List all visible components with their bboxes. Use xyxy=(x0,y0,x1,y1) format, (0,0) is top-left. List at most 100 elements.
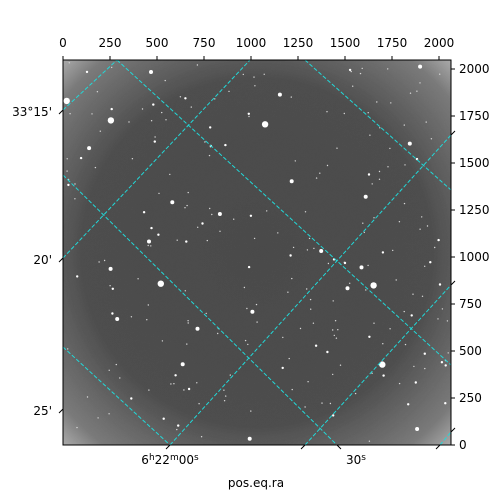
star xyxy=(441,308,444,310)
star xyxy=(354,392,357,395)
star xyxy=(390,102,392,104)
star xyxy=(403,124,405,126)
star xyxy=(289,254,292,257)
dec-grid-line xyxy=(63,174,338,445)
sky-image xyxy=(63,60,451,445)
top-tick-label: 1000 xyxy=(236,36,267,50)
star xyxy=(146,319,148,321)
star xyxy=(187,387,191,391)
star xyxy=(415,427,420,431)
star xyxy=(438,283,442,286)
dec-grid-line xyxy=(116,60,451,366)
star xyxy=(63,97,70,105)
star xyxy=(223,389,225,391)
star xyxy=(369,134,371,136)
dec-tick-label: 20' xyxy=(33,253,52,267)
star xyxy=(158,192,160,195)
star xyxy=(184,290,186,292)
star xyxy=(91,113,93,115)
star xyxy=(153,140,156,143)
star xyxy=(291,388,293,391)
star xyxy=(247,343,249,346)
star xyxy=(292,246,295,249)
star xyxy=(332,373,334,376)
star xyxy=(225,395,227,397)
star xyxy=(253,76,255,78)
star xyxy=(387,166,389,168)
star xyxy=(343,112,345,115)
star xyxy=(424,265,426,267)
right-tick-label: 1250 xyxy=(459,203,490,217)
star xyxy=(187,322,189,324)
star xyxy=(429,261,432,264)
star xyxy=(142,211,146,214)
star xyxy=(247,265,251,269)
star xyxy=(96,91,99,93)
star xyxy=(382,374,385,377)
star xyxy=(206,239,208,242)
star xyxy=(198,403,200,405)
star xyxy=(150,120,153,122)
star xyxy=(407,403,410,406)
ra-grid-line xyxy=(304,284,451,445)
star xyxy=(205,312,207,315)
star xyxy=(197,226,199,228)
star xyxy=(208,154,211,157)
star xyxy=(373,322,375,324)
star xyxy=(204,141,206,143)
star xyxy=(332,329,334,331)
ra-grid-line xyxy=(169,134,451,445)
star xyxy=(141,108,144,110)
star xyxy=(110,107,113,111)
star xyxy=(289,179,294,184)
star xyxy=(211,213,213,216)
star xyxy=(447,352,449,354)
star xyxy=(209,126,212,129)
star xyxy=(154,136,156,138)
star xyxy=(363,231,365,234)
star xyxy=(179,96,182,98)
ra-axis: 6h22m00s 30s xyxy=(141,444,441,467)
star xyxy=(108,266,113,271)
star xyxy=(348,68,352,72)
top-tick-label: 1500 xyxy=(330,36,361,50)
star xyxy=(161,340,164,342)
right-tick-label: 250 xyxy=(459,391,482,405)
star xyxy=(395,279,397,281)
star xyxy=(253,237,256,240)
star xyxy=(398,382,401,385)
star xyxy=(247,436,252,441)
star xyxy=(246,307,248,310)
star xyxy=(419,82,421,84)
star xyxy=(99,130,102,132)
x-axis-title: pos.eq.ra xyxy=(228,476,284,490)
star xyxy=(326,111,328,113)
star xyxy=(68,62,71,64)
right-axis: 0 250 500 750 1000 1250 1500 1750 2000 xyxy=(451,62,490,452)
top-tick-label: 500 xyxy=(146,36,169,50)
star xyxy=(161,111,163,114)
star xyxy=(219,230,221,232)
star xyxy=(363,194,368,199)
star xyxy=(76,275,79,278)
star xyxy=(294,160,296,162)
star xyxy=(304,406,306,408)
ra-grid-line xyxy=(63,60,251,259)
star xyxy=(389,328,391,330)
star xyxy=(290,96,292,98)
star xyxy=(137,278,139,280)
star xyxy=(446,320,449,322)
star xyxy=(217,332,219,335)
star xyxy=(403,202,406,205)
star xyxy=(180,362,185,367)
star xyxy=(149,70,153,74)
ra-grid-line xyxy=(380,60,381,61)
plot-frame xyxy=(62,59,452,446)
star xyxy=(312,322,315,324)
star xyxy=(244,339,247,342)
star xyxy=(304,211,307,213)
star xyxy=(67,348,69,350)
star xyxy=(229,374,231,376)
star xyxy=(327,262,330,265)
star xyxy=(148,389,150,391)
